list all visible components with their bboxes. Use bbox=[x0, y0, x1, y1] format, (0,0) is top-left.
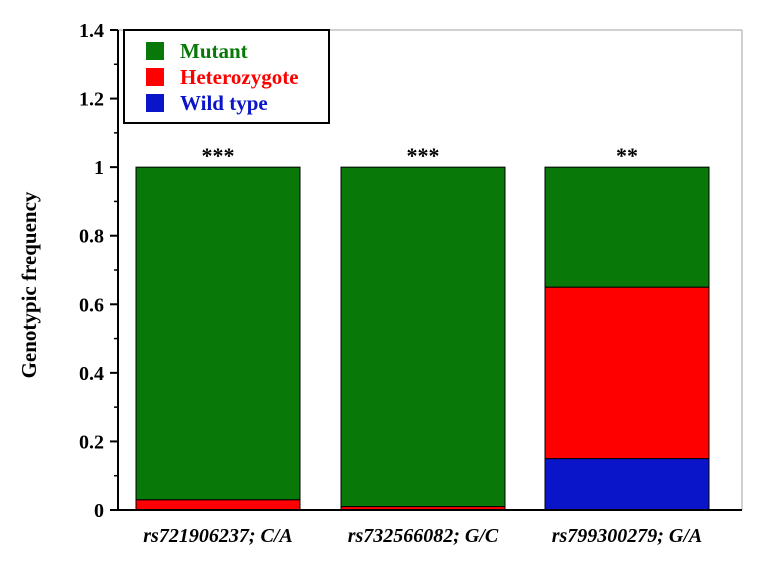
y-tick-label: 0 bbox=[94, 500, 104, 522]
x-category-label: rs732566082; G/C bbox=[348, 525, 499, 547]
y-axis: 0 0.2 0.4 0.6 0.8 1 1.2 1.4 bbox=[79, 20, 119, 522]
legend-label-heterozygote: Heterozygote bbox=[180, 65, 299, 89]
bar-mutant-1 bbox=[135, 166, 301, 501]
y-tick-label: 0.4 bbox=[79, 363, 104, 385]
y-tick-label: 0.6 bbox=[79, 294, 104, 316]
x-category-label: rs799300279; G/A bbox=[552, 525, 703, 547]
significance-annotations: *** *** ** bbox=[202, 143, 639, 168]
bar-heterozygote-3 bbox=[544, 286, 710, 460]
legend-swatch-wild-type bbox=[146, 94, 164, 112]
y-tick-label: 1.2 bbox=[79, 89, 104, 111]
significance-annotation: ** bbox=[616, 143, 638, 168]
legend-swatch-heterozygote bbox=[146, 68, 164, 86]
bar-heterozygote-1 bbox=[135, 499, 301, 511]
bar-wild-type-3 bbox=[544, 458, 710, 511]
bar-mutant-3 bbox=[544, 166, 710, 288]
bar-mutant-2 bbox=[340, 166, 506, 508]
significance-annotation: *** bbox=[202, 143, 235, 168]
y-tick-label: 1 bbox=[94, 157, 104, 179]
y-axis-label: Genotypic frequency bbox=[17, 191, 41, 378]
x-category-label: rs721906237; C/A bbox=[143, 525, 292, 547]
bars bbox=[135, 166, 710, 511]
legend-label-mutant: Mutant bbox=[180, 39, 248, 63]
legend-swatch-mutant bbox=[146, 42, 164, 60]
significance-annotation: *** bbox=[407, 143, 440, 168]
y-tick-label: 0.8 bbox=[79, 226, 104, 248]
y-tick-label: 1.4 bbox=[79, 20, 104, 42]
legend-label-wild-type: Wild type bbox=[180, 91, 268, 115]
x-axis: rs721906237; C/A rs732566082; G/C rs799300… bbox=[118, 509, 742, 547]
y-tick-label: 0.2 bbox=[79, 431, 104, 453]
